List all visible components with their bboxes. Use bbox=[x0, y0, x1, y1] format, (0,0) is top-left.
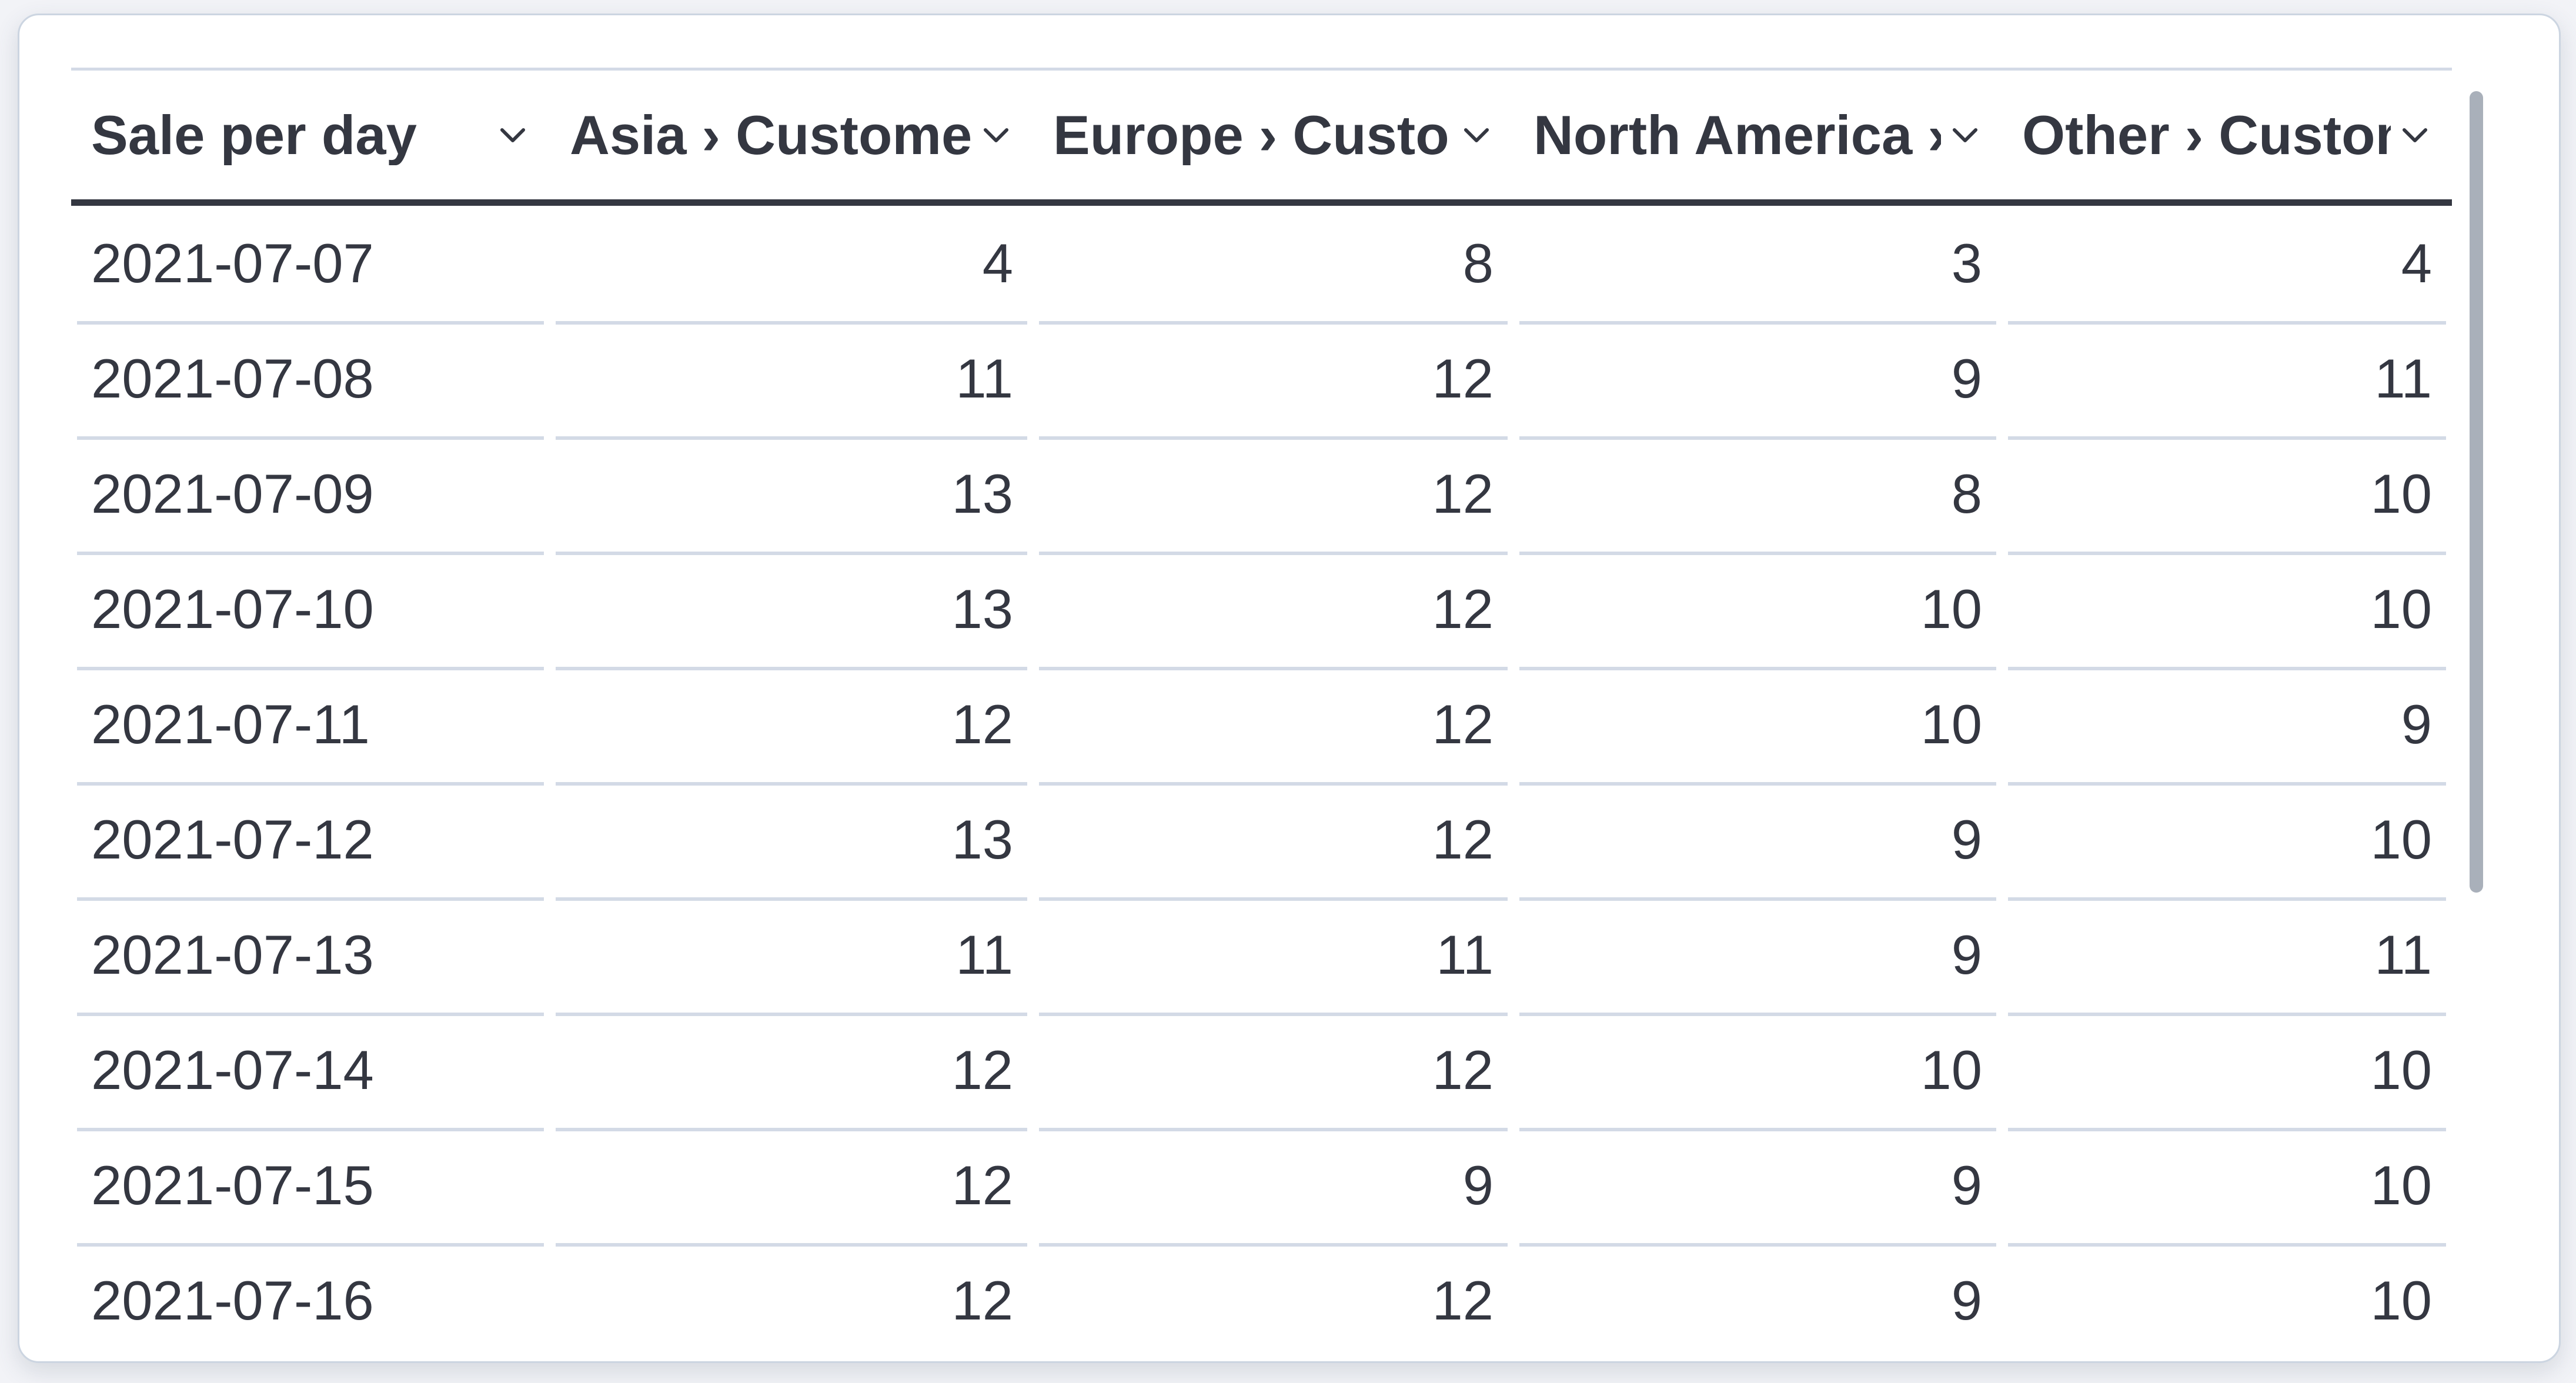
value-cell: 12 bbox=[550, 1013, 1033, 1128]
value-cell: 12 bbox=[550, 1243, 1033, 1358]
date-cell: 2021-07-09 bbox=[71, 436, 550, 552]
table-body: 2021-07-07 4 8 3 4 2021-07-08 11 12 9 11 2021-07-0… bbox=[71, 206, 2452, 1358]
chevron-down-icon bbox=[2402, 128, 2428, 142]
value-cell: 13 bbox=[550, 552, 1033, 667]
value-cell: 9 bbox=[1513, 1243, 2002, 1358]
value-cell: 9 bbox=[1513, 782, 2002, 897]
value-cell: 10 bbox=[2002, 1128, 2452, 1243]
sale-per-day-table: Sale per day Asia › Customers Europe › C… bbox=[71, 68, 2452, 1358]
value-cell: 10 bbox=[2002, 436, 2452, 552]
value-cell: 9 bbox=[1513, 897, 2002, 1013]
value-cell: 10 bbox=[2002, 1013, 2452, 1128]
column-header-label: Other › Customers bbox=[2022, 104, 2391, 166]
date-cell: 2021-07-14 bbox=[71, 1013, 550, 1128]
value-cell: 13 bbox=[550, 436, 1033, 552]
value-cell: 11 bbox=[2002, 321, 2452, 436]
value-cell: 9 bbox=[1513, 321, 2002, 436]
column-header-north-america-customers[interactable]: North America › Customers bbox=[1513, 68, 2002, 206]
value-cell: 12 bbox=[1033, 667, 1513, 782]
value-cell: 12 bbox=[1033, 1243, 1513, 1358]
data-grid: Sale per day Asia › Customers Europe › C… bbox=[71, 68, 2452, 1358]
table-row: 2021-07-16 12 12 9 10 bbox=[71, 1243, 2452, 1358]
value-cell: 12 bbox=[1033, 436, 1513, 552]
date-cell: 2021-07-13 bbox=[71, 897, 550, 1013]
value-cell: 3 bbox=[1951, 232, 1982, 294]
value-cell: 10 bbox=[2002, 782, 2452, 897]
date-cell: 2021-07-11 bbox=[71, 667, 550, 782]
column-header-label: North America › Customers bbox=[1533, 104, 1941, 166]
header-row: Sale per day Asia › Customers Europe › C… bbox=[71, 68, 2452, 206]
chevron-down-icon bbox=[1464, 128, 1489, 142]
table-row: 2021-07-13 11 11 9 11 bbox=[71, 897, 2452, 1013]
table-panel: Sale per day Asia › Customers Europe › C… bbox=[18, 14, 2561, 1363]
value-cell: 8 bbox=[1462, 232, 1494, 294]
value-cell: 9 bbox=[2002, 667, 2452, 782]
column-header-label: Europe › Customers bbox=[1053, 104, 1452, 166]
value-cell: 12 bbox=[1033, 321, 1513, 436]
value-cell: 12 bbox=[550, 1128, 1033, 1243]
value-cell: 11 bbox=[2002, 897, 2452, 1013]
value-cell: 10 bbox=[2002, 1243, 2452, 1358]
value-cell: 9 bbox=[1513, 1128, 2002, 1243]
column-header-sale-per-day[interactable]: Sale per day bbox=[71, 68, 550, 206]
value-cell: 13 bbox=[550, 782, 1033, 897]
value-cell: 9 bbox=[1033, 1128, 1513, 1243]
table-row: 2021-07-09 13 12 8 10 bbox=[71, 436, 2452, 552]
value-cell: 12 bbox=[550, 667, 1033, 782]
column-header-europe-customers[interactable]: Europe › Customers bbox=[1033, 68, 1513, 206]
value-cell: 11 bbox=[1033, 897, 1513, 1013]
column-header-label: Asia › Customers bbox=[570, 104, 972, 166]
date-cell: 2021-07-15 bbox=[71, 1128, 550, 1243]
column-header-other-customers[interactable]: Other › Customers bbox=[2002, 68, 2452, 206]
table-row: 2021-07-10 13 12 10 10 bbox=[71, 552, 2452, 667]
value-cell: 11 bbox=[550, 897, 1033, 1013]
value-cell: 4 bbox=[2401, 232, 2432, 294]
value-cell: 10 bbox=[2002, 552, 2452, 667]
table-row: 2021-07-15 12 9 9 10 bbox=[71, 1128, 2452, 1243]
table-row: 2021-07-12 13 12 9 10 bbox=[71, 782, 2452, 897]
date-cell: 2021-07-12 bbox=[71, 782, 550, 897]
column-header-asia-customers[interactable]: Asia › Customers bbox=[550, 68, 1033, 206]
value-cell: 12 bbox=[1033, 552, 1513, 667]
chevron-down-icon bbox=[983, 128, 1009, 142]
date-cell: 2021-07-16 bbox=[71, 1243, 550, 1358]
table-row: 2021-07-14 12 12 10 10 bbox=[71, 1013, 2452, 1128]
value-cell: 8 bbox=[1513, 436, 2002, 552]
vertical-scrollbar-thumb[interactable] bbox=[2470, 91, 2483, 893]
date-cell: 2021-07-10 bbox=[71, 552, 550, 667]
chevron-down-icon bbox=[500, 128, 526, 142]
value-cell: 10 bbox=[1513, 1013, 2002, 1128]
value-cell: 12 bbox=[1033, 782, 1513, 897]
date-cell: 2021-07-08 bbox=[71, 321, 550, 436]
chevron-down-icon bbox=[1952, 128, 1978, 142]
table-row: 2021-07-07 4 8 3 4 bbox=[71, 206, 2452, 321]
value-cell: 10 bbox=[1513, 667, 2002, 782]
table-row: 2021-07-11 12 12 10 9 bbox=[71, 667, 2452, 782]
column-header-label: Sale per day bbox=[91, 104, 417, 166]
value-cell: 10 bbox=[1513, 552, 2002, 667]
date-cell: 2021-07-07 bbox=[91, 232, 374, 294]
value-cell: 12 bbox=[1033, 1013, 1513, 1128]
value-cell: 4 bbox=[982, 232, 1013, 294]
value-cell: 11 bbox=[550, 321, 1033, 436]
table-row: 2021-07-08 11 12 9 11 bbox=[71, 321, 2452, 436]
